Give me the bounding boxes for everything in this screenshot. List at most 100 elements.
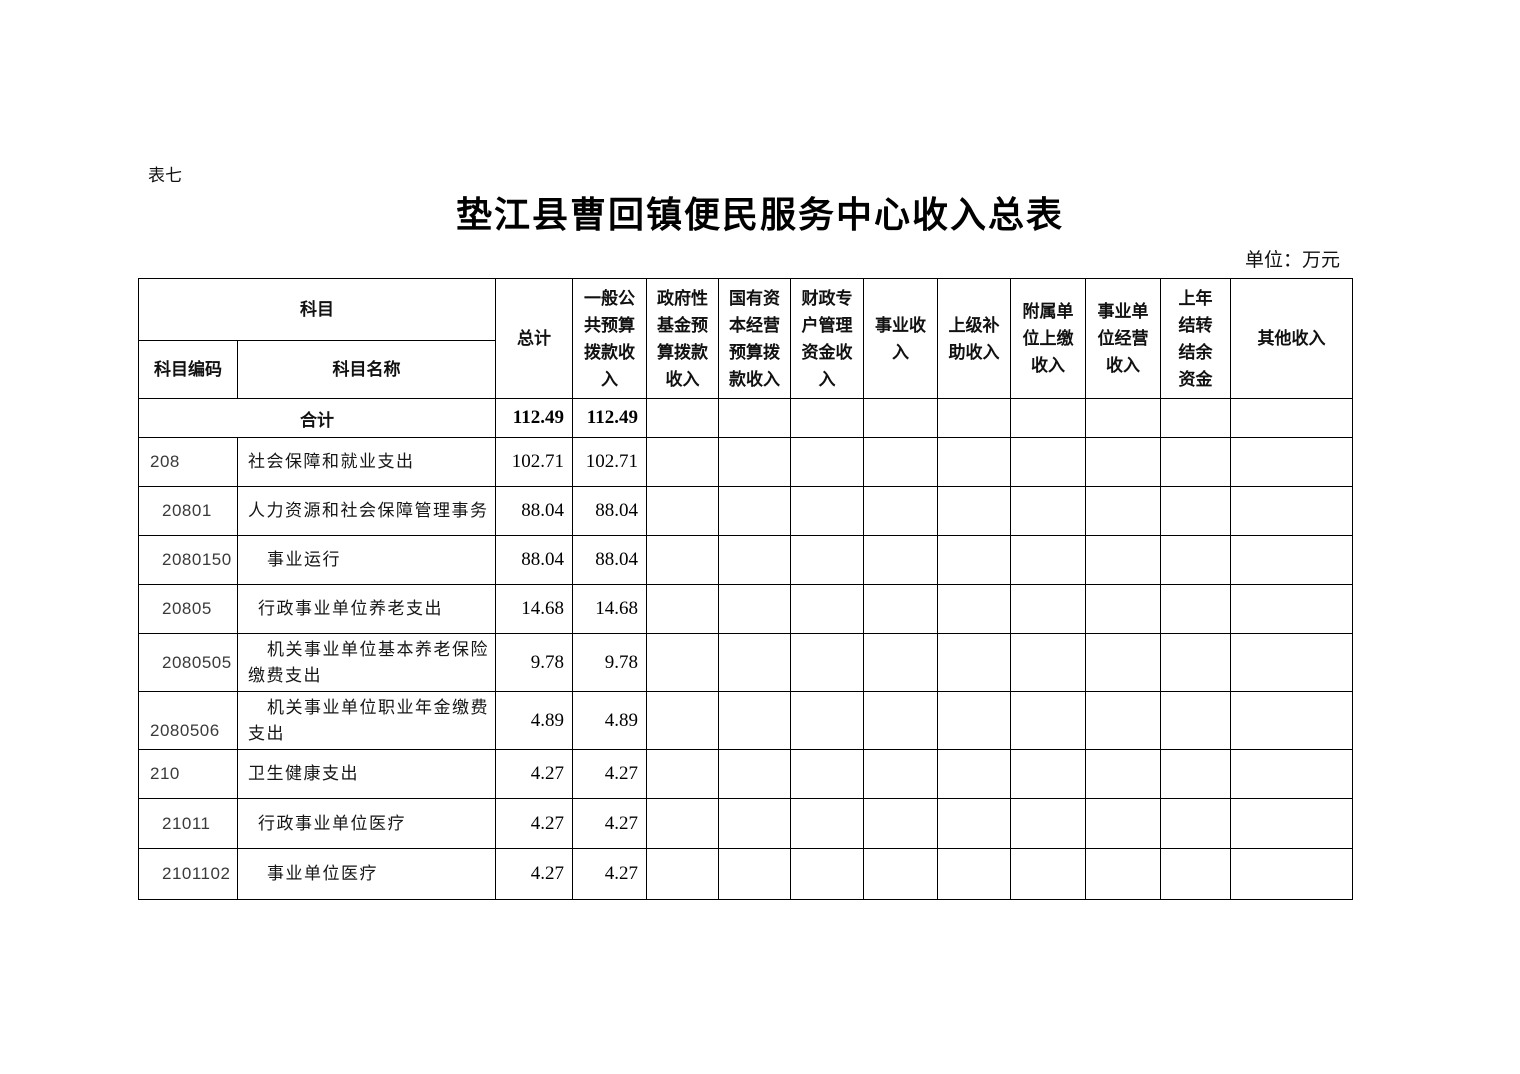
empty-cell (1160, 749, 1231, 799)
empty-cell (718, 437, 791, 487)
table-header: 科目 总计 一般公 共预算 拨款收 入 政府性 基金预 算拨款 收入 国有资 本… (138, 278, 1353, 399)
header-subject-name: 科目名称 (237, 340, 496, 399)
empty-cell (718, 486, 791, 536)
empty-cell (863, 486, 938, 536)
empty-cell (1085, 798, 1161, 849)
table-body: 合计 112.49 112.49 208 社会保障和就业支出 102.71 10… (138, 398, 1353, 900)
empty-cell (1085, 486, 1161, 536)
empty-cell (1230, 633, 1353, 692)
empty-cell (718, 633, 791, 692)
header-govt-fund-budget: 政府性 基金预 算拨款 收入 (646, 278, 719, 399)
total-row: 合计 112.49 112.49 (138, 398, 1353, 438)
subject-code-cell: 2101102 (138, 848, 238, 900)
empty-cell (937, 691, 1011, 750)
subject-name-cell: 事业运行 (237, 535, 496, 585)
empty-cell (863, 798, 938, 849)
empty-cell (1230, 749, 1353, 799)
total-value-cell: 14.68 (495, 584, 573, 634)
empty-cell (1085, 633, 1161, 692)
empty-cell (646, 535, 719, 585)
empty-cell (1010, 798, 1086, 849)
empty-cell (937, 535, 1011, 585)
table-row: 20801 人力资源和社会保障管理事务 88.04 88.04 (138, 486, 1353, 536)
total-value-cell: 9.78 (495, 633, 573, 692)
table-row: 20805 行政事业单位养老支出 14.68 14.68 (138, 584, 1353, 634)
empty-cell (1160, 798, 1231, 849)
total-value-cell: 112.49 (495, 398, 573, 438)
header-affiliated-remit: 附属单 位上缴 收入 (1010, 278, 1086, 399)
empty-cell (937, 437, 1011, 487)
empty-cell (718, 398, 791, 438)
header-business-income: 事业收 入 (863, 278, 938, 399)
subject-name-cell: 行政事业单位医疗 (237, 798, 496, 849)
empty-cell (1160, 535, 1231, 585)
table-row: 21011 行政事业单位医疗 4.27 4.27 (138, 798, 1353, 849)
empty-cell (1160, 584, 1231, 634)
total-value-cell: 4.27 (495, 798, 573, 849)
empty-cell (863, 633, 938, 692)
empty-cell (718, 584, 791, 634)
empty-cell (1010, 584, 1086, 634)
empty-cell (937, 584, 1011, 634)
empty-cell (937, 798, 1011, 849)
empty-cell (1010, 848, 1086, 900)
empty-cell (790, 535, 864, 585)
empty-cell (937, 848, 1011, 900)
general-budget-value-cell: 14.68 (572, 584, 647, 634)
header-superior-subsidy: 上级补 助收入 (937, 278, 1011, 399)
general-budget-value-cell: 88.04 (572, 486, 647, 536)
empty-cell (1010, 749, 1086, 799)
empty-cell (718, 691, 791, 750)
empty-cell (718, 798, 791, 849)
header-row-2: 科目编码 科目名称 (138, 340, 1353, 399)
table-row: 2080505 机关事业单位基本养老保险 缴费支出 9.78 9.78 (138, 633, 1353, 692)
empty-cell (863, 535, 938, 585)
empty-cell (718, 749, 791, 799)
table-number-label: 表七 (148, 166, 182, 185)
subject-code-cell: 20801 (138, 486, 238, 536)
empty-cell (646, 749, 719, 799)
table-row: 2101102 事业单位医疗 4.27 4.27 (138, 848, 1353, 900)
subject-name-cell: 行政事业单位养老支出 (237, 584, 496, 634)
empty-cell (1230, 535, 1353, 585)
empty-cell (646, 633, 719, 692)
subject-name-cell: 人力资源和社会保障管理事务 (237, 486, 496, 536)
empty-cell (646, 848, 719, 900)
header-subject-code: 科目编码 (138, 340, 238, 399)
empty-cell (937, 749, 1011, 799)
empty-cell (1010, 691, 1086, 750)
header-subject: 科目 (138, 278, 496, 341)
table-row: 210 卫生健康支出 4.27 4.27 (138, 749, 1353, 799)
general-budget-value-cell: 112.49 (572, 398, 647, 438)
subject-code-cell: 21011 (138, 798, 238, 849)
empty-cell (646, 584, 719, 634)
subject-code-cell: 210 (138, 749, 238, 799)
empty-cell (1230, 584, 1353, 634)
total-value-cell: 4.89 (495, 691, 573, 750)
empty-cell (1160, 486, 1231, 536)
empty-cell (1085, 691, 1161, 750)
header-general-public-budget: 一般公 共预算 拨款收 入 (572, 278, 647, 399)
subject-name-cell: 社会保障和就业支出 (237, 437, 496, 487)
empty-cell (1010, 535, 1086, 585)
table-row: 2080506 机关事业单位职业年金缴费 支出 4.89 4.89 (138, 691, 1353, 750)
page-title: 垫江县曹回镇便民服务中心收入总表 (455, 195, 1064, 235)
empty-cell (1010, 486, 1086, 536)
empty-cell (1085, 437, 1161, 487)
subject-code-cell: 20805 (138, 584, 238, 634)
empty-cell (937, 398, 1011, 438)
empty-cell (790, 691, 864, 750)
empty-cell (1230, 798, 1353, 849)
header-institution-operating: 事业单 位经营 收入 (1085, 278, 1161, 399)
empty-cell (646, 691, 719, 750)
general-budget-value-cell: 4.89 (572, 691, 647, 750)
empty-cell (646, 798, 719, 849)
general-budget-value-cell: 9.78 (572, 633, 647, 692)
empty-cell (718, 848, 791, 900)
empty-cell (1230, 691, 1353, 750)
empty-cell (790, 486, 864, 536)
empty-cell (863, 398, 938, 438)
subject-name-cell: 机关事业单位基本养老保险 缴费支出 (237, 633, 496, 692)
total-label-cell: 合计 (138, 398, 496, 438)
total-value-cell: 4.27 (495, 749, 573, 799)
